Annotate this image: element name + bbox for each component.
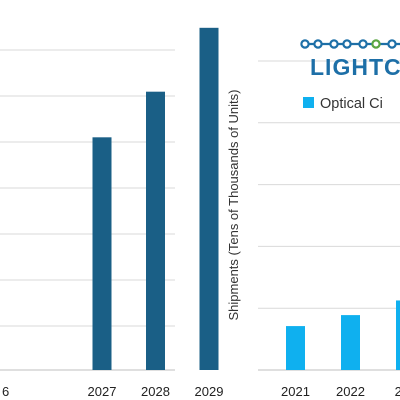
right-bar-chart: 2021 2022 202 Shipments (Tens of Thousands … xyxy=(226,39,400,399)
left-tick-label: 6 xyxy=(2,384,9,399)
right-bar-2021 xyxy=(286,326,305,370)
left-bar-2029 xyxy=(199,27,219,370)
left-tick-label: 2029 xyxy=(195,384,224,399)
right-y-axis-label: Shipments (Tens of Thousands of Units) xyxy=(226,90,241,321)
left-tick-label: 2027 xyxy=(88,384,117,399)
lightcounting-logo: LIGHTC xyxy=(300,39,400,80)
right-bar-2023 xyxy=(396,300,400,370)
right-tick-label: 2021 xyxy=(281,384,310,399)
left-bar-2027 xyxy=(92,137,112,370)
legend-swatch xyxy=(303,97,314,108)
left-bar-chart: 6 2027 2028 2029 xyxy=(0,27,224,399)
right-bar-2022 xyxy=(341,315,360,370)
left-bar-2028 xyxy=(146,91,165,370)
legend-label: Optical Ci xyxy=(320,96,383,112)
right-tick-label: 2022 xyxy=(336,384,365,399)
right-tick-label: 202 xyxy=(395,384,400,399)
legend: Optical Ci xyxy=(303,96,383,112)
logo-text: LIGHTC xyxy=(310,54,400,80)
left-tick-label: 2028 xyxy=(141,384,170,399)
logo-chain-icon xyxy=(300,39,400,49)
